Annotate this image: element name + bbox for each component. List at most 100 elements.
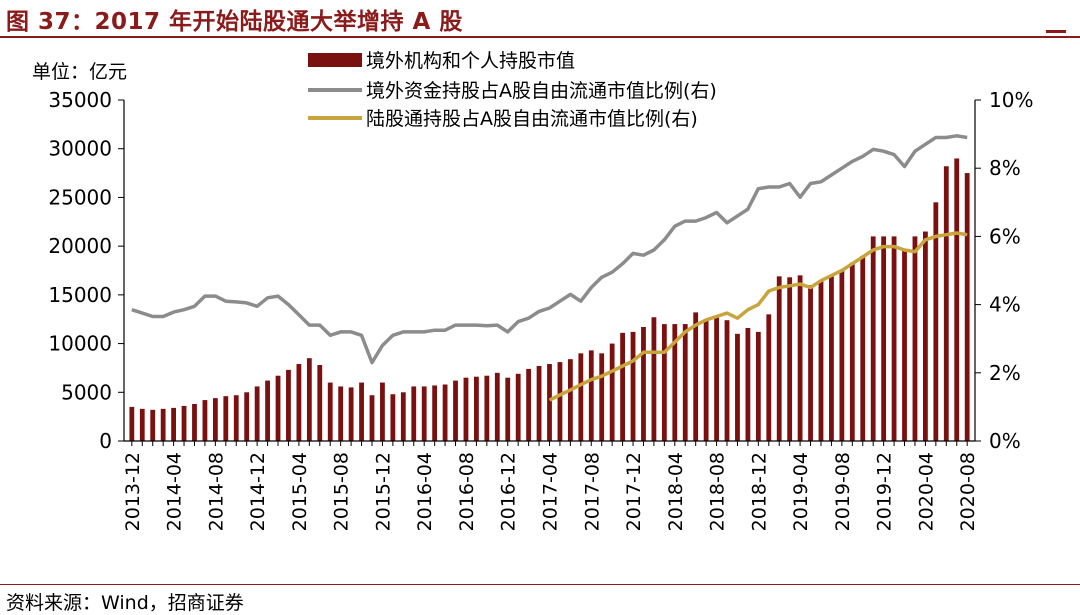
bar [359,382,364,441]
right-tick-label: 8% [989,156,1021,180]
x-tick-label: 2016-08 [456,452,478,531]
legend-bar-swatch [308,53,362,67]
bar [578,353,584,441]
bar [714,316,719,441]
bar [860,255,866,441]
x-tick-label: 2017-12 [623,452,645,531]
bar [244,392,250,441]
bar [286,369,291,441]
bar [870,236,876,441]
bar [463,377,469,441]
left-axis: 0 5000 10000 15000 20000 25000 30000 35000 [48,88,125,453]
bar [192,403,197,441]
bar [421,386,427,441]
x-tick-label: 2019-12 [874,452,896,531]
bar [630,331,636,441]
bar [954,158,960,441]
bar [505,377,511,441]
bar [881,236,887,441]
bar [682,324,688,441]
bar [536,365,542,441]
bar [912,236,918,441]
bar [933,202,939,441]
chart-area: 单位：亿元 0 5000 10000 15000 20000 25000 30000 3500… [32,50,1033,531]
bar [160,408,166,441]
x-tick-label: 2014-04 [164,452,186,531]
bar [818,280,824,441]
bar [380,382,385,441]
bar [369,395,375,441]
bar [609,343,615,441]
right-axis: 0% 2% 4% 6% 8% 10% [974,88,1033,453]
bar [265,380,270,441]
x-tick-label: 2018-08 [707,452,729,531]
x-tick-label: 2013-12 [122,452,144,531]
title-accent-mark [1046,30,1066,33]
bar [296,364,302,441]
unit-label: 单位：亿元 [32,61,127,83]
bar [526,368,532,441]
x-tick-label: 2020-08 [957,452,979,531]
bar [943,166,949,441]
bar [181,405,187,441]
gray-ratio-line [131,134,968,365]
x-tick-label: 2019-04 [790,452,812,531]
bar [787,277,793,441]
x-tick-label: 2015-04 [289,452,311,531]
bar [755,331,761,441]
right-tick-label: 6% [989,224,1021,248]
x-tick-label: 2017-08 [581,452,603,531]
bar [515,373,521,441]
bar [891,236,897,441]
bar [557,362,563,441]
bar [233,395,239,441]
x-tick-label: 2015-08 [331,452,353,531]
x-tick-label: 2016-04 [414,452,436,531]
bar [839,270,845,441]
bar [171,407,176,441]
bar [745,327,751,441]
bar [202,400,208,441]
x-tick-label: 2018-04 [665,452,687,531]
left-tick-label: 30000 [48,137,112,161]
legend: 境外机构和个人持股市值 境外资金持股占A股自由流通市值比例(右) 陆股通持股占A… [308,50,717,130]
title-divider [0,36,1080,38]
bar [254,386,260,441]
x-tick-label: 2015-12 [372,452,394,531]
bar [338,386,344,441]
bar [588,350,594,441]
bar [212,398,218,441]
left-tick-label: 15000 [48,283,112,307]
bar [620,332,625,441]
x-tick-label: 2014-08 [205,452,227,531]
source-note: 资料来源：Wind，招商证券 [6,592,244,614]
bar [484,375,490,441]
x-tick-label: 2020-04 [915,452,937,531]
x-axis: 2013-12 2014-04 2014-08 2014-12 2015-04 2015-… [122,440,979,531]
bar [432,385,438,441]
right-tick-label: 4% [989,293,1021,317]
left-tick-label: 20000 [48,234,112,258]
bar [651,317,657,441]
x-tick-label: 2014-12 [247,452,269,531]
bar [641,327,646,441]
bar [776,276,782,441]
bar [150,409,156,441]
bar [923,231,928,441]
bar [829,276,834,441]
bar [411,386,417,441]
bar [808,285,813,441]
bar [797,275,803,441]
x-tick-label: 2017-04 [540,452,562,531]
bar [129,406,135,441]
bar [547,364,552,441]
chart-title: 图 37：2017 年开始陆股通大举增持 A 股 [6,9,463,35]
bar [442,384,448,441]
right-tick-label: 10% [989,88,1033,112]
legend-gray-label: 境外资金持股占A股自由流通市值比例(右) [366,80,717,102]
bar [400,392,406,441]
bar [964,173,970,442]
bar [275,375,281,441]
left-tick-label: 25000 [48,185,112,209]
bar [672,324,678,441]
